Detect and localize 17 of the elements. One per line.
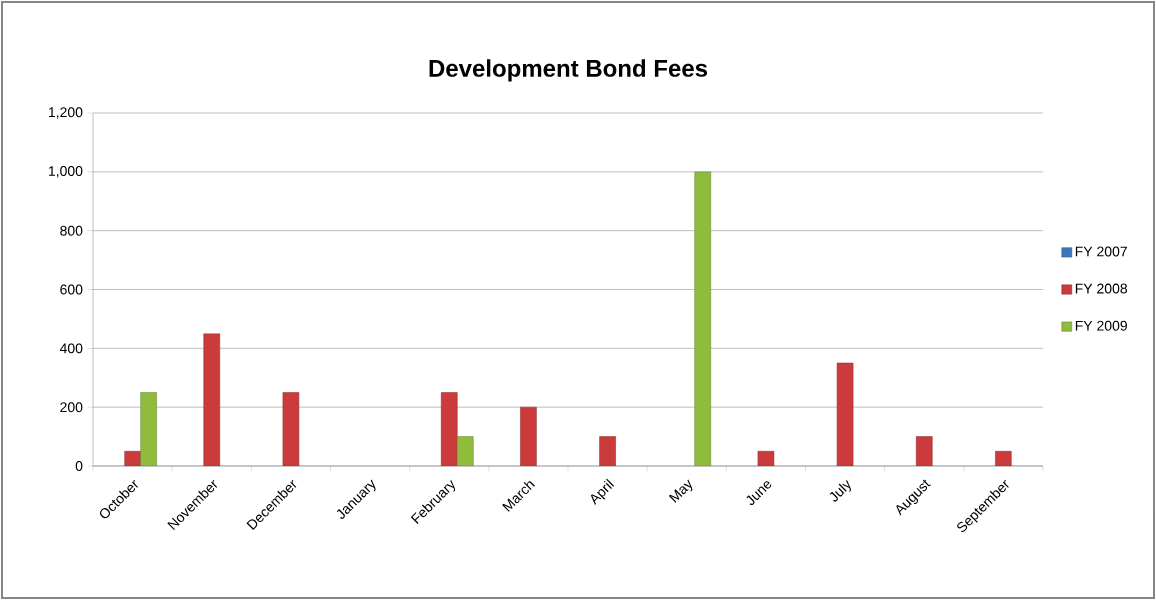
y-tick-label: 1,200: [48, 107, 83, 119]
bar: [440, 392, 458, 466]
bar: [694, 171, 712, 466]
legend-label: FY 2009: [1075, 320, 1127, 331]
y-tick-label: 400: [59, 343, 83, 354]
legend-label: FY 2007: [1075, 246, 1127, 257]
y-tick-label: 0: [75, 461, 83, 471]
y-tick-label: 1,000: [48, 166, 83, 178]
y-tick-label: 200: [60, 402, 83, 413]
bar: [520, 406, 537, 466]
x-tick-label: July: [829, 479, 851, 502]
chart-title: Development Bond Fees: [429, 59, 708, 82]
y-tick-label: 600: [60, 284, 83, 295]
bar: [140, 392, 157, 466]
y-tick-label: 800: [60, 225, 83, 236]
legend-label: FY 2008: [1075, 283, 1128, 294]
bar: [203, 333, 221, 466]
